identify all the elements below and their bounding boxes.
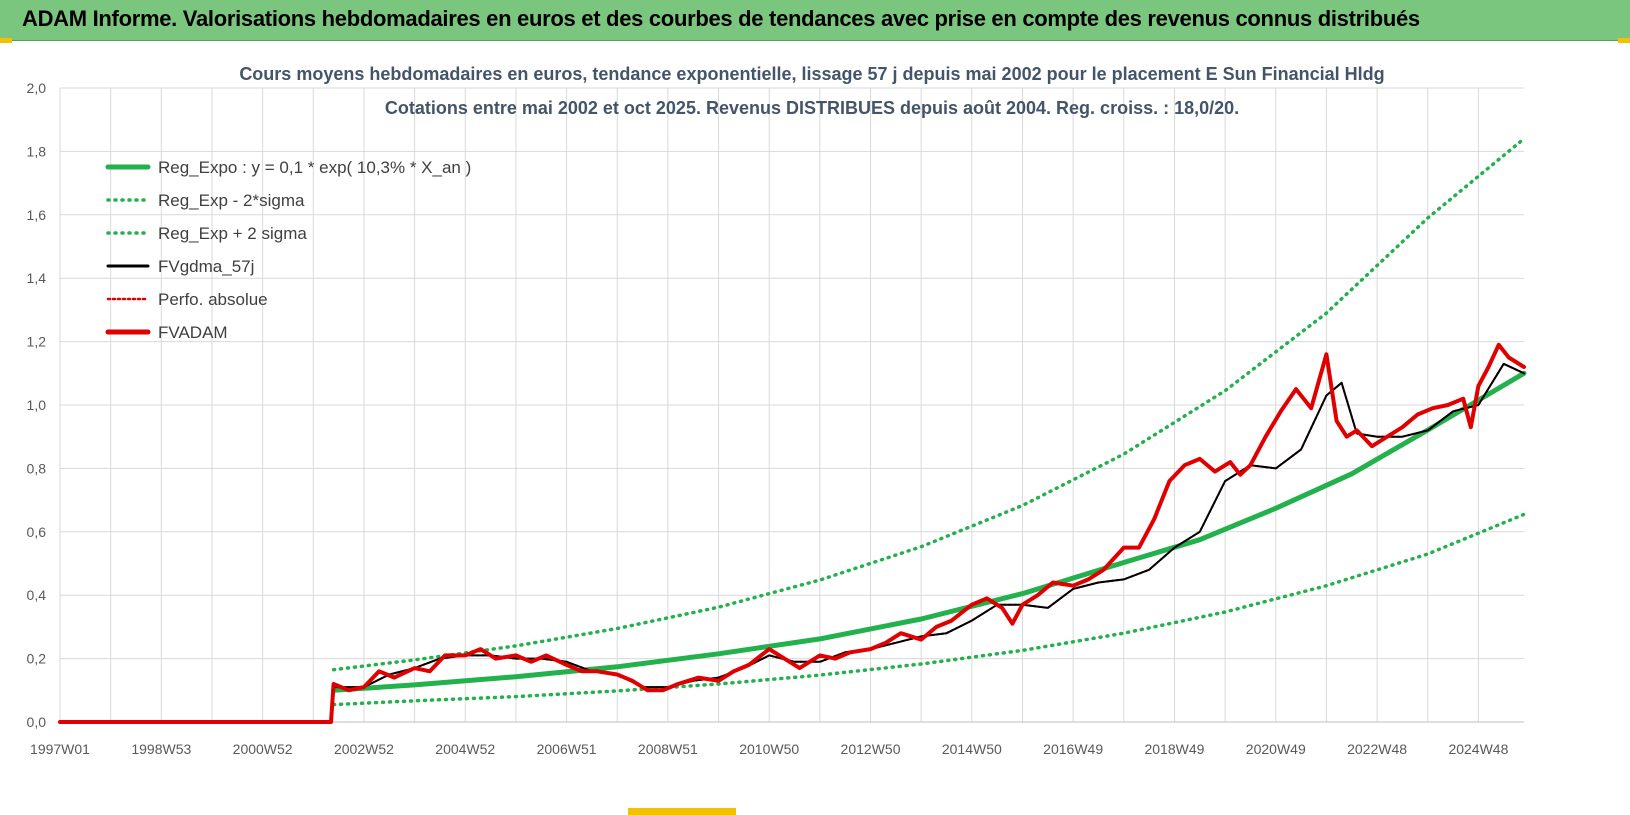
y-tick-label: 0,8 — [27, 460, 47, 476]
x-tick-label: 1997W01 — [30, 741, 90, 757]
series-line-6 — [58, 342, 1526, 724]
legend-label: Perfo. absolue — [158, 290, 268, 309]
y-tick-label: 1,8 — [27, 143, 47, 159]
x-tick-label: 2018W49 — [1144, 741, 1204, 757]
header-title: ADAM Informe. Valorisations hebdomadaire… — [22, 6, 1420, 31]
chart-subtitle: Cotations entre mai 2002 et oct 2025. Re… — [385, 98, 1239, 118]
y-tick-label: 0,0 — [27, 714, 47, 730]
y-tick-label: 0,4 — [27, 587, 47, 603]
series-layer — [58, 136, 1527, 724]
grid — [59, 87, 1524, 723]
y-axis: 0,0 0,2 0,4 0,6 0,8 1,0 1,2 1,4 1,6 1,8 2,0 — [27, 80, 47, 730]
y-tick-label: 1,2 — [27, 334, 47, 350]
legend-label: FVADAM — [158, 323, 228, 342]
series-line-3 — [331, 136, 1526, 672]
chart-area: 0,0 0,2 0,4 0,6 0,8 1,0 1,2 1,4 1,6 1,8 2,0 1997W0… — [27, 64, 1527, 757]
legend-label: Reg_Exp + 2 sigma — [158, 224, 307, 243]
y-tick-label: 1,0 — [27, 397, 47, 413]
x-tick-label: 2022W48 — [1347, 741, 1407, 757]
corner-marker — [1618, 38, 1630, 43]
x-tick-label: 2020W49 — [1246, 741, 1306, 757]
x-tick-label: 2012W50 — [841, 741, 901, 757]
y-tick-label: 1,4 — [27, 270, 47, 286]
x-axis: 1997W01 1998W53 2000W52 2002W52 2004W52 2006W… — [30, 741, 1509, 757]
legend-label: Reg_Exp - 2*sigma — [158, 191, 305, 210]
x-tick-label: 2008W51 — [638, 741, 698, 757]
bottom-tab-marker — [628, 808, 736, 815]
x-tick-label: 2014W50 — [942, 741, 1002, 757]
x-tick-label: 1998W53 — [131, 741, 191, 757]
x-tick-label: 2016W49 — [1043, 741, 1103, 757]
x-tick-label: 2010W50 — [739, 741, 799, 757]
y-tick-label: 0,2 — [27, 651, 47, 667]
header-bar: ADAM Informe. Valorisations hebdomadaire… — [0, 0, 1630, 41]
x-tick-label: 2024W48 — [1448, 741, 1508, 757]
x-tick-label: 2000W52 — [233, 741, 293, 757]
y-tick-label: 2,0 — [27, 80, 47, 96]
series-line-5 — [59, 362, 1525, 723]
y-tick-label: 0,6 — [27, 524, 47, 540]
corner-marker — [0, 38, 12, 43]
series-line-2 — [331, 512, 1526, 707]
x-tick-label: 2006W51 — [537, 741, 597, 757]
chart-title: Cours moyens hebdomadaires en euros, ten… — [239, 64, 1384, 84]
series-line-4 — [59, 362, 1525, 723]
y-tick-label: 1,6 — [27, 207, 47, 223]
x-tick-label: 2004W52 — [435, 741, 495, 757]
legend: Reg_Expo : y = 0,1 * exp( 10,3% * X_an )… — [105, 158, 471, 342]
legend-label: Reg_Expo : y = 0,1 * exp( 10,3% * X_an ) — [158, 158, 471, 177]
legend-label: FVgdma_57j — [158, 257, 254, 276]
x-tick-label: 2002W52 — [334, 741, 394, 757]
